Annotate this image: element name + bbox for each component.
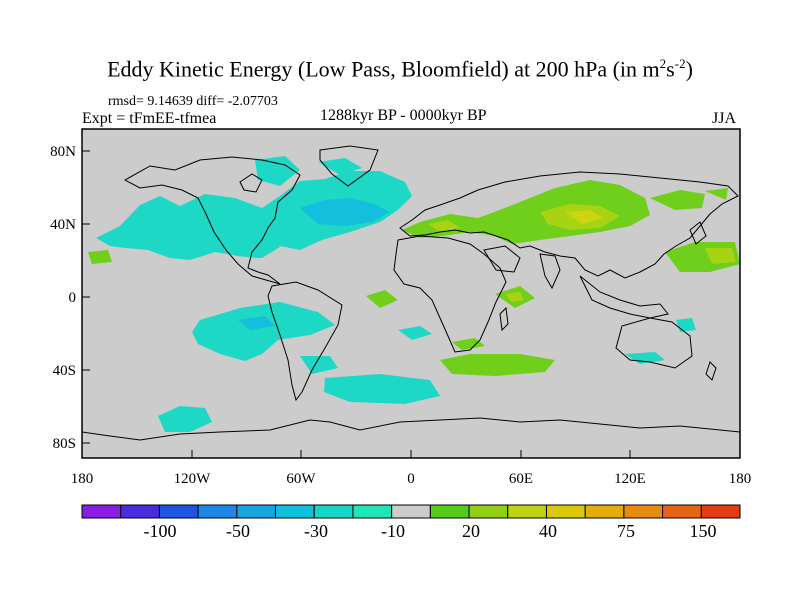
- anomaly-south-pacific: [192, 302, 335, 361]
- lon-label-180w: 180: [71, 471, 94, 487]
- period-label: 1288kyr BP - 0000kyr BP: [320, 107, 487, 124]
- coastline-new-zealand: [705, 361, 717, 381]
- anomaly-central-asia-core: [565, 210, 603, 224]
- colorbar-swatch: [197, 504, 238, 519]
- anomaly-atlantic-spot: [330, 207, 372, 220]
- coastline-hudson-bay: [239, 173, 263, 193]
- colorbar-label: 20: [462, 521, 480, 541]
- colorbar-swatch: [468, 504, 509, 519]
- lat-label-40n: 40N: [50, 217, 76, 233]
- lon-label-120e: 120E: [614, 471, 646, 487]
- anomaly-pacific-core: [705, 248, 736, 264]
- coastline-antarctica: [82, 417, 740, 441]
- coastline-southeast-asia: [579, 275, 669, 319]
- anomaly-south-atlantic: [324, 374, 440, 404]
- lat-label-80s: 80S: [53, 436, 76, 452]
- lat-label-80n: 80N: [50, 144, 76, 160]
- coastline-north-america: [123, 156, 301, 285]
- tick-marks: [81, 150, 741, 458]
- anomaly-mediterranean: [428, 220, 460, 232]
- anomaly-australia-south: [625, 352, 665, 364]
- colorbar-swatch: [700, 504, 741, 519]
- coastline-africa: [393, 235, 507, 353]
- lon-label-120w: 120W: [174, 471, 212, 487]
- anomaly-southern-ocean: [158, 406, 212, 432]
- season-label: JJA: [712, 110, 737, 127]
- colorbar-swatch: [545, 504, 586, 519]
- colorbar-swatch: [507, 504, 547, 519]
- colorbar-swatch: [662, 504, 702, 519]
- colorbar-label: -50: [226, 521, 250, 541]
- anomaly-north-atlantic: [96, 171, 412, 260]
- colorbar-label: 40: [539, 521, 557, 541]
- colorbar-swatch: [236, 504, 277, 519]
- anomaly-south-atlantic-east: [452, 338, 485, 350]
- colorbar-label: -10: [381, 521, 405, 541]
- anomaly-northeast-pacific: [705, 188, 728, 200]
- coastline-greenland: [319, 145, 379, 187]
- anomaly-indian-ocean-core: [505, 292, 524, 302]
- colorbar-labels: -100 -50 -30 -10 20 40 75 150: [144, 521, 717, 541]
- colorbar-swatch: [81, 504, 122, 519]
- colorbar-label: 150: [690, 521, 717, 541]
- colorbar-label: 75: [617, 521, 635, 541]
- coastline-australia: [615, 317, 693, 369]
- lon-label-0: 0: [407, 471, 415, 487]
- lon-label-60e: 60E: [509, 471, 533, 487]
- colorbar-swatch: [275, 504, 315, 519]
- anomaly-pacific-east: [230, 234, 280, 258]
- coastline-europe: [399, 171, 739, 279]
- coastline-japan: [689, 221, 707, 245]
- plot-title: Eddy Kinetic Energy (Low Pass, Bloomfiel…: [107, 56, 693, 82]
- anomaly-west-pacific: [88, 250, 112, 264]
- anomaly-south-indian: [440, 354, 555, 376]
- colorbar-swatch: [391, 504, 431, 519]
- anomaly-south-pacific-core: [238, 316, 275, 330]
- colorbar-label: -100: [144, 521, 177, 541]
- colorbar-swatch: [429, 504, 470, 519]
- colorbar-label: -30: [304, 521, 328, 541]
- colorbar-swatch: [313, 504, 354, 519]
- statistics-text: rmsd= 9.14639 diff= -2.07703: [108, 94, 278, 109]
- anomaly-north-pacific: [650, 190, 705, 210]
- colorbar: [81, 504, 741, 519]
- coastline-south-america: [267, 281, 343, 402]
- coastline-madagascar: [499, 306, 509, 332]
- lat-label-40s: 40S: [53, 363, 76, 379]
- colorbar-swatch: [584, 504, 625, 519]
- colorbar-swatch: [120, 504, 160, 519]
- colorbar-swatch: [158, 504, 199, 519]
- coastline-india: [539, 253, 561, 290]
- experiment-label: Expt = tFmEE-tfmea: [82, 110, 217, 127]
- anomaly-south-america: [300, 356, 338, 374]
- lat-label-0: 0: [69, 290, 77, 306]
- anomaly-canada: [255, 156, 300, 186]
- map-background: [82, 129, 740, 458]
- coastlines: [82, 145, 740, 441]
- lon-label-60w: 60W: [286, 471, 316, 487]
- anomaly-field: [88, 156, 740, 432]
- colorbar-swatch: [352, 504, 393, 519]
- anomaly-gulf-of-guinea: [366, 290, 398, 308]
- coastline-arabia: [483, 245, 521, 273]
- colorbar-swatch: [623, 504, 664, 519]
- lon-label-180e: 180: [729, 471, 752, 487]
- anomaly-west-africa: [398, 326, 432, 340]
- anomaly-arctic: [318, 158, 362, 175]
